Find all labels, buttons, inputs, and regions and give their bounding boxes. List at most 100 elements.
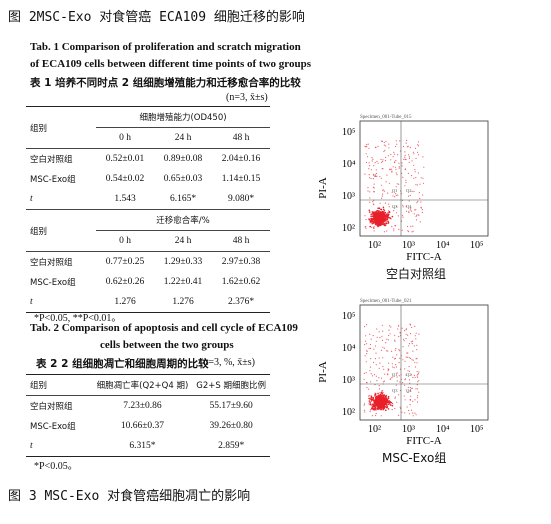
scatter-dot	[410, 225, 412, 227]
scatter-dot	[391, 215, 394, 218]
scatter-dot	[381, 392, 383, 395]
scatter-dot	[405, 142, 407, 144]
scatter-dot	[420, 201, 422, 203]
scatter-dot	[396, 376, 398, 378]
scatter-dot	[408, 231, 410, 233]
scatter-dot	[388, 401, 390, 404]
scatter-dot	[369, 366, 372, 368]
scatter-dot	[402, 145, 405, 148]
scatter-dot	[409, 399, 411, 401]
scatter-dot	[381, 220, 383, 222]
scatter-dot	[393, 207, 395, 209]
scatter-dot	[382, 357, 384, 359]
scatter-dot	[411, 387, 413, 389]
scatter-dot	[375, 407, 377, 409]
scatter-dot	[370, 395, 373, 397]
scatter-dot	[415, 414, 417, 416]
scatter-dot	[398, 167, 400, 169]
scatter-dot	[382, 222, 385, 224]
scatter-dot	[380, 395, 383, 398]
x-tick: 10³	[402, 240, 415, 251]
scatter-dot	[367, 388, 370, 390]
scatter-dot	[380, 177, 382, 179]
scatter-dot	[418, 371, 420, 373]
scatter-dot	[375, 212, 378, 215]
scatter-dot	[416, 344, 418, 346]
scatter-dot	[387, 368, 389, 370]
scatter-dot	[392, 166, 394, 168]
quadrant-label: Q1	[392, 372, 398, 377]
scatter-dot	[375, 414, 377, 417]
scatter-dot	[406, 225, 409, 228]
scatter-dot	[399, 332, 401, 334]
scatter-dot	[391, 376, 393, 379]
scatter-dot	[416, 214, 418, 216]
scatter-dot	[406, 406, 408, 408]
table2-col-g2s: G2+S 期细胞比例	[196, 381, 266, 391]
scatter-dot	[414, 171, 416, 173]
table1-group-header-2: 组别	[30, 226, 48, 237]
scatter-dot	[370, 397, 373, 399]
scatter-dot	[387, 213, 390, 216]
scatter-dot	[369, 398, 372, 400]
scatter-dot	[383, 150, 385, 153]
scatter-dot	[414, 169, 416, 171]
scatter-dot	[397, 194, 399, 196]
scatter-dot	[365, 146, 367, 148]
scatter-dot	[415, 209, 417, 211]
scatter-dot	[374, 223, 376, 225]
scatter-dot	[403, 158, 405, 160]
scatter-dot	[373, 348, 375, 350]
x-tick: 10³	[402, 424, 415, 435]
scatter-dot	[386, 338, 388, 340]
scatter-dot	[369, 197, 371, 199]
scatter-dot	[381, 214, 383, 216]
table2-title-en-1: Tab. 2 Comparison of apoptosis and cell …	[30, 322, 298, 334]
scatter-dot	[381, 197, 383, 199]
scatter-dot	[393, 161, 396, 163]
scatter-dot	[376, 336, 378, 338]
scatter-dot	[408, 370, 411, 372]
table1: 组别 细胞增殖能力(OD450) 0 h 24 h 48 h 空白对照组 0.5…	[26, 106, 270, 313]
scatter-dot	[418, 192, 420, 194]
scatter-dot	[379, 176, 381, 178]
scatter-dot	[377, 392, 379, 395]
scatter-dot	[401, 214, 404, 216]
scatter-dot	[416, 362, 418, 364]
scatter-dot	[398, 166, 400, 168]
scatter-dot	[372, 361, 375, 364]
scatter-dot	[365, 343, 368, 345]
scatter-dot	[369, 370, 371, 372]
scatter-dot	[375, 375, 377, 377]
scatter-dot	[404, 330, 406, 332]
scatter-dot	[412, 415, 414, 417]
scatter-dot	[364, 355, 366, 357]
scatter-dot	[418, 391, 420, 393]
scatter-dot	[373, 400, 375, 402]
scatter-dot	[377, 145, 379, 147]
scatter-dot	[405, 338, 407, 340]
scatter-dot	[387, 220, 389, 223]
scatter-dot	[419, 221, 421, 223]
scatter-dot	[412, 359, 414, 361]
scatter-dot	[417, 381, 419, 383]
scatter-dot	[382, 381, 385, 383]
scatter-dot	[386, 350, 388, 352]
scatter-dot	[408, 357, 410, 359]
scatter-dot	[371, 415, 374, 417]
scatter-dot	[366, 144, 368, 146]
scatter-dot	[384, 202, 386, 204]
scatter-dot	[375, 352, 377, 354]
scatter-dot	[386, 400, 389, 402]
quadrant-label: Q3	[392, 204, 398, 209]
y-tick: 10³	[342, 375, 355, 386]
scatter-dot	[410, 395, 412, 397]
scatter-dot	[365, 372, 367, 374]
scatter-dot	[376, 380, 378, 382]
scatter-dot	[372, 173, 374, 175]
scatter-dot	[420, 206, 422, 208]
scatter-dot	[378, 207, 381, 209]
scatter-dot	[383, 210, 386, 212]
table1-unit: (n=3, x̄±s)	[226, 92, 268, 103]
scatter-dot	[378, 398, 381, 400]
